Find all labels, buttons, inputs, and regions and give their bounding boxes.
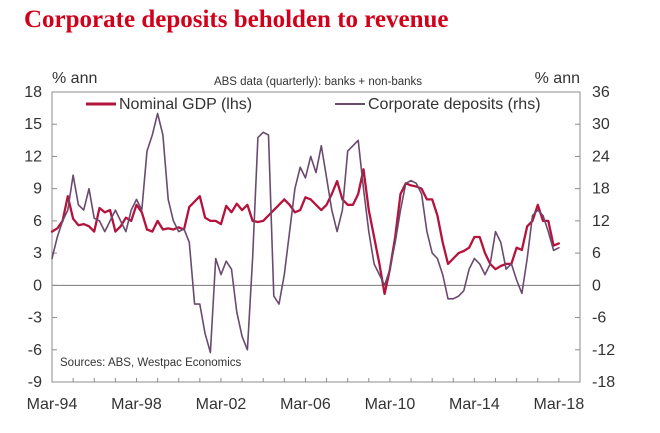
plot-frame (51, 91, 581, 383)
legend-label-corporate-deposits: Corporate deposits (rhs) (368, 96, 541, 113)
chart-title: Corporate deposits beholden to revenue (24, 6, 449, 33)
left-axis-tick-label: 3 (33, 245, 42, 262)
right-axis-tick-label: -6 (592, 310, 606, 327)
left-axis-tick-label: 15 (24, 116, 42, 133)
right-axis-unit: % ann (535, 70, 580, 87)
series-line-nominal-gdp (50, 168, 561, 296)
chart-subtitle: ABS data (quarterly): banks + non-banks (214, 76, 422, 88)
left-axis-tick-label: -9 (28, 374, 42, 391)
x-axis-tick-label: Mar-98 (111, 396, 162, 413)
x-axis-tick-label: Mar-02 (196, 396, 247, 413)
right-axis-tick-label: 0 (592, 277, 601, 294)
right-axis-tick-label: 24 (592, 148, 610, 165)
right-axis-tick-label: -18 (592, 374, 615, 391)
right-axis-tick-label: 6 (592, 245, 601, 262)
left-axis-tick-label: 6 (33, 213, 42, 230)
left-axis-tick-label: 9 (33, 181, 42, 198)
left-axis-unit: % ann (52, 70, 97, 87)
left-axis-tick-label: 18 (24, 84, 42, 101)
right-axis-tick-label: 18 (592, 181, 610, 198)
right-axis-tick-label: 12 (592, 213, 610, 230)
x-axis-tick-label: Mar-06 (280, 396, 331, 413)
plot-area (51, 91, 581, 383)
left-axis-tick-label: 12 (24, 148, 42, 165)
x-axis-tick-label: Mar-14 (449, 396, 500, 413)
left-axis-tick-label: 0 (33, 277, 42, 294)
series-line-corporate-deposits (51, 112, 560, 354)
right-axis-tick-label: 30 (592, 116, 610, 133)
x-axis-tick-label: Mar-10 (365, 396, 416, 413)
x-axis-tick-label: Mar-18 (534, 396, 585, 413)
x-axis-tick-label: Mar-94 (27, 396, 78, 413)
legend-label-nominal-gdp: Nominal GDP (lhs) (119, 96, 252, 113)
left-axis-tick-label: -3 (28, 310, 42, 327)
right-axis-tick-label: 36 (592, 84, 610, 101)
right-axis-tick-label: -12 (592, 342, 615, 359)
left-axis-tick-label: -6 (28, 342, 42, 359)
tick-labels: 1815129630-3-6-9363024181260-6-12-18Mar-… (24, 84, 615, 413)
source-note: Sources: ABS, Westpac Economics (60, 357, 242, 369)
legend: Nominal GDP (lhs) Corporate deposits (rh… (86, 96, 541, 113)
series-layer (50, 112, 561, 354)
